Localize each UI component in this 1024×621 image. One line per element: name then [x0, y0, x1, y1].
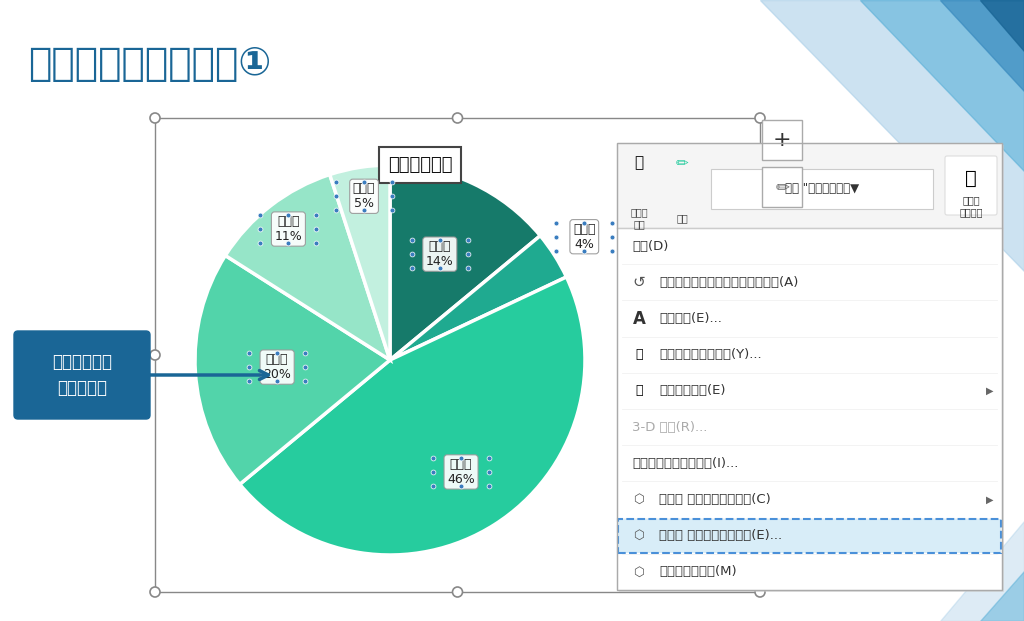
Circle shape — [150, 350, 160, 360]
FancyBboxPatch shape — [618, 145, 1004, 592]
Text: A: A — [633, 309, 645, 327]
Text: ⬡: ⬡ — [634, 529, 644, 542]
Text: データ ラベル図形の変更(C): データ ラベル図形の変更(C) — [659, 493, 771, 506]
Circle shape — [150, 113, 160, 123]
Text: データ系列の書式設定(I)...: データ系列の書式設定(I)... — [632, 457, 738, 470]
Circle shape — [755, 113, 765, 123]
Polygon shape — [860, 0, 1024, 171]
Text: データの編集(E): データの編集(E) — [659, 384, 725, 397]
Text: 火曜日
4%: 火曜日 4% — [573, 223, 596, 251]
Polygon shape — [940, 0, 1024, 91]
Circle shape — [755, 350, 765, 360]
Text: 木曜日
20%: 木曜日 20% — [263, 353, 291, 381]
Text: グラフ要素を
右クリック: グラフ要素を 右クリック — [52, 353, 112, 396]
Text: 新しいコメント(M): 新しいコメント(M) — [659, 565, 736, 578]
Circle shape — [755, 587, 765, 597]
FancyBboxPatch shape — [14, 331, 150, 419]
Text: 塗りつ
ぶし: 塗りつ ぶし — [630, 207, 648, 229]
Wedge shape — [330, 165, 390, 360]
Polygon shape — [980, 571, 1024, 621]
Text: 3-D 回転(R)...: 3-D 回転(R)... — [632, 420, 708, 433]
FancyBboxPatch shape — [762, 167, 802, 207]
Text: 🎨: 🎨 — [635, 155, 643, 171]
Wedge shape — [225, 175, 390, 360]
Text: 金曜日
11%: 金曜日 11% — [274, 215, 302, 243]
FancyBboxPatch shape — [945, 156, 997, 215]
Text: 💬: 💬 — [966, 168, 977, 188]
FancyBboxPatch shape — [618, 519, 1001, 553]
Circle shape — [150, 587, 160, 597]
Text: 水曜日
46%: 水曜日 46% — [447, 458, 475, 486]
Text: 枠線: 枠線 — [676, 213, 688, 223]
FancyBboxPatch shape — [617, 143, 1002, 228]
Text: 📋: 📋 — [635, 384, 643, 397]
Text: 曜日別メニュー分析①: 曜日別メニュー分析① — [28, 45, 271, 83]
Text: 曜日別構成比: 曜日別構成比 — [388, 156, 453, 174]
Text: ▶: ▶ — [986, 494, 993, 504]
Polygon shape — [760, 0, 1024, 271]
Text: 新しい
コメント: 新しい コメント — [959, 195, 983, 217]
Text: ↺: ↺ — [633, 275, 645, 290]
Text: リセットしてスタイルに合わせる(A): リセットしてスタイルに合わせる(A) — [659, 276, 799, 289]
Polygon shape — [940, 521, 1024, 621]
FancyBboxPatch shape — [711, 169, 933, 209]
Text: ⬡: ⬡ — [634, 565, 644, 578]
Circle shape — [453, 587, 463, 597]
Wedge shape — [390, 165, 541, 360]
Text: +: + — [773, 130, 792, 150]
FancyBboxPatch shape — [762, 120, 802, 160]
Text: フォント(E)...: フォント(E)... — [659, 312, 722, 325]
Polygon shape — [980, 0, 1024, 51]
Text: 月曜日
14%: 月曜日 14% — [426, 240, 454, 268]
Wedge shape — [390, 236, 566, 360]
Text: 削除(D): 削除(D) — [632, 240, 669, 253]
Text: 📊: 📊 — [635, 348, 643, 361]
Circle shape — [453, 113, 463, 123]
Text: データ ラベルの書式設定(E)...: データ ラベルの書式設定(E)... — [659, 529, 782, 542]
Text: 土曜日
5%: 土曜日 5% — [353, 183, 376, 211]
Text: ⬡: ⬡ — [634, 493, 644, 506]
Wedge shape — [240, 277, 585, 555]
Text: ✏️: ✏️ — [676, 155, 688, 171]
Wedge shape — [195, 255, 390, 484]
Text: ✏: ✏ — [775, 178, 788, 196]
Text: ▶: ▶ — [986, 386, 993, 396]
FancyBboxPatch shape — [617, 228, 1002, 590]
Text: 系列 "曜日別構成比▼: 系列 "曜日別構成比▼ — [785, 183, 859, 196]
Text: グラフの種類の変更(Y)...: グラフの種類の変更(Y)... — [659, 348, 762, 361]
